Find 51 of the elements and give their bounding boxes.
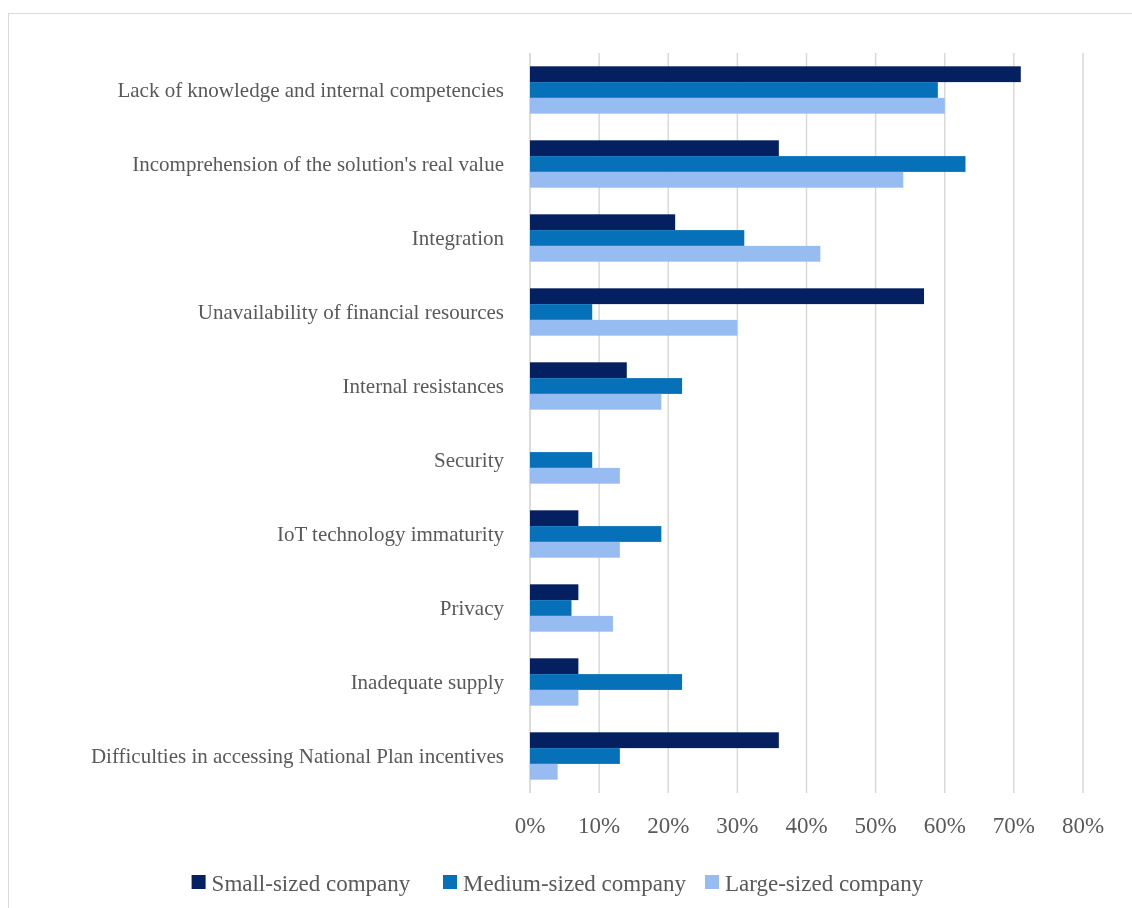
bar	[530, 584, 579, 601]
x-tick-label: 30%	[716, 813, 759, 838]
bar	[530, 362, 627, 379]
bar	[530, 615, 613, 632]
bar	[530, 245, 821, 262]
x-tick-label: 10%	[578, 813, 621, 838]
bar	[530, 600, 572, 616]
bar	[530, 452, 593, 468]
bar	[530, 748, 620, 764]
bar	[530, 658, 579, 675]
legend-label: Small-sized company	[211, 871, 411, 897]
y-tick-label: Internal resistances	[342, 374, 504, 399]
y-tick-label: Inadequate supply	[350, 670, 505, 695]
x-tick-label: 0%	[514, 813, 546, 838]
bar	[530, 156, 966, 172]
bar	[530, 674, 683, 690]
x-tick-label: 80%	[1061, 813, 1105, 838]
x-tick-label: 70%	[992, 813, 1035, 838]
x-tick-label: 20%	[647, 813, 690, 838]
bar	[530, 171, 904, 188]
bar	[530, 214, 676, 231]
legend-label: Large-sized company	[725, 871, 924, 897]
y-tick-label: Lack of knowledge and internal competencies	[117, 78, 504, 103]
bar	[530, 66, 1021, 83]
x-tick-label: 60%	[923, 813, 966, 838]
bar	[530, 763, 558, 780]
y-tick-label: Incomprehension of the solution's real value	[132, 152, 504, 177]
bar	[530, 304, 593, 320]
bar	[530, 378, 683, 394]
bar	[530, 526, 662, 542]
y-tick-label: IoT technology immaturity	[276, 522, 505, 547]
bar	[530, 541, 620, 558]
y-tick-label: Difficulties in accessing National Plan incentives	[90, 744, 504, 769]
bar	[530, 82, 938, 98]
legend-label: Medium-sized company	[463, 871, 687, 897]
bar	[530, 689, 579, 706]
bar	[530, 467, 620, 484]
bar	[530, 140, 779, 157]
bar	[530, 230, 745, 246]
x-tick-label: 40%	[785, 813, 828, 838]
y-tick-label: Unavailability of financial resources	[197, 300, 504, 325]
bar	[530, 732, 779, 749]
bar	[530, 319, 738, 336]
y-tick-label: Integration	[411, 226, 505, 251]
bar	[530, 393, 662, 410]
bar	[530, 510, 579, 527]
x-tick-label: 50%	[854, 813, 897, 838]
y-tick-label: Privacy	[439, 596, 505, 621]
bar	[530, 288, 925, 305]
y-tick-label: Security	[434, 448, 505, 473]
bar	[530, 97, 945, 114]
